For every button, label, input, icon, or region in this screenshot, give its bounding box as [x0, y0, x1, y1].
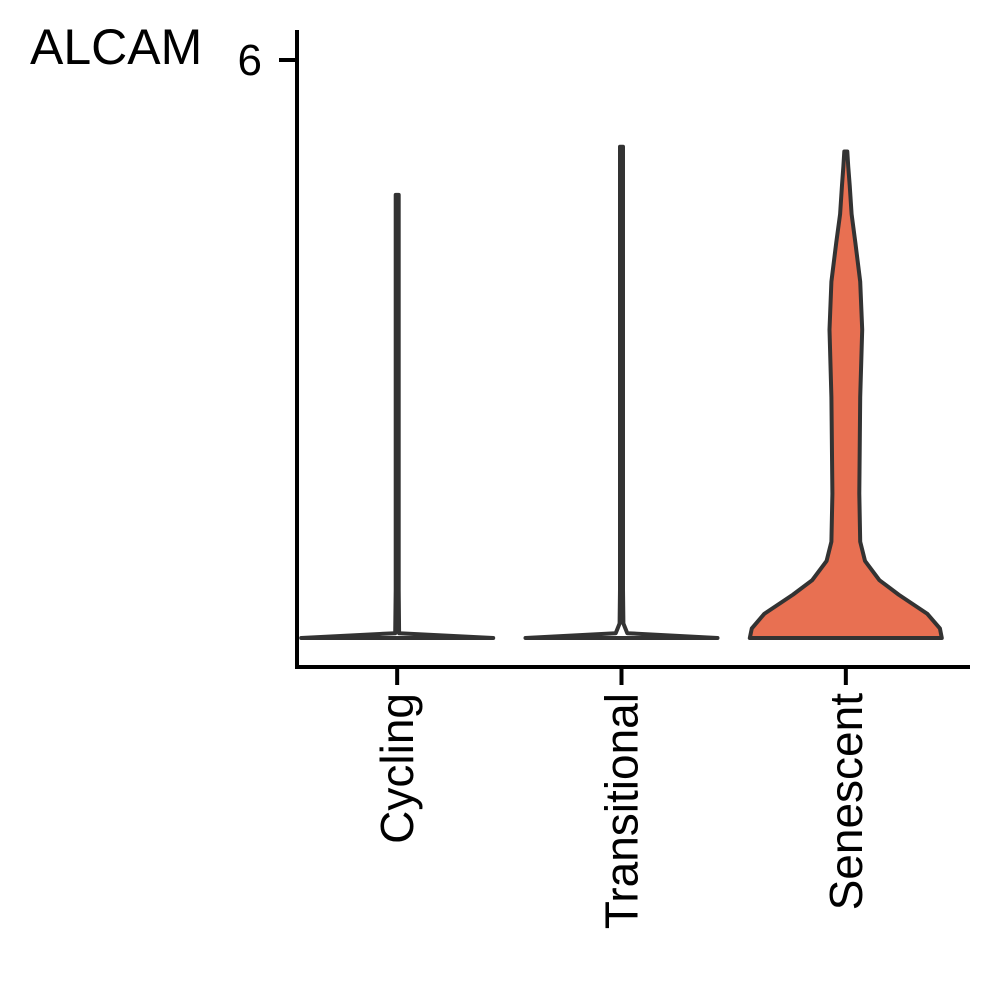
x-tick-label-transitional: Transitional — [596, 693, 648, 929]
y-tick-label: 6 — [238, 36, 262, 85]
x-tick-label-senescent: Senescent — [820, 693, 872, 911]
violin-senescent — [747, 149, 944, 640]
violin-group — [299, 144, 944, 640]
axes — [279, 30, 970, 685]
violin-cycling — [299, 192, 496, 640]
chart-title: ALCAM — [30, 19, 203, 75]
violin-transitional — [523, 144, 720, 640]
tick-labels: 6 Cycling Transitional Senescent — [238, 36, 872, 929]
x-tick-label-cycling: Cycling — [371, 693, 423, 844]
